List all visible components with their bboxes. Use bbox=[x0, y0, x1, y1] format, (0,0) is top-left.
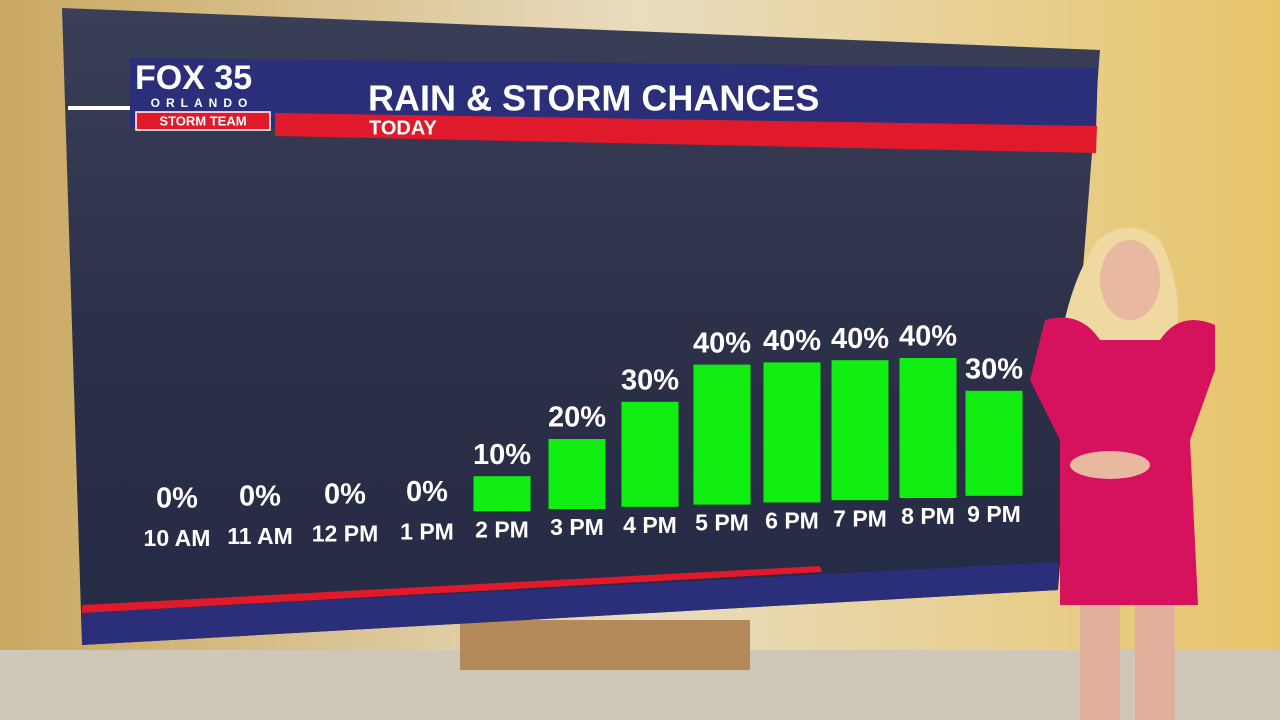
category-label: 5 PM bbox=[695, 510, 749, 536]
category-label: 6 PM bbox=[765, 507, 819, 533]
presenter-face bbox=[1100, 240, 1160, 320]
logo-badge bbox=[135, 111, 271, 131]
value-label: 40% bbox=[831, 323, 889, 355]
value-label: 10% bbox=[473, 439, 531, 471]
logo-city: ORLANDO bbox=[151, 96, 254, 110]
category-label: 3 PM bbox=[550, 514, 604, 540]
wood-panel bbox=[460, 620, 750, 670]
bar bbox=[763, 362, 821, 503]
bottom-stripe bbox=[82, 566, 822, 613]
chart-title: RAIN & STORM CHANCES bbox=[368, 78, 819, 119]
presenter-hands bbox=[1070, 451, 1150, 479]
logo-team: STORM TEAM bbox=[159, 113, 246, 128]
bar bbox=[831, 360, 889, 501]
value-label: 40% bbox=[763, 325, 821, 357]
category-label: 9 PM bbox=[967, 501, 1021, 527]
bar bbox=[621, 401, 679, 507]
category-label: 4 PM bbox=[623, 512, 677, 538]
category-label: 7 PM bbox=[833, 505, 887, 531]
subtitle-bar bbox=[275, 113, 1097, 153]
title-bar bbox=[130, 58, 1098, 130]
value-label: 0% bbox=[406, 476, 448, 508]
category-label: 12 PM bbox=[312, 521, 378, 547]
category-label: 10 AM bbox=[144, 525, 211, 551]
value-label: 20% bbox=[548, 402, 606, 434]
category-label: 8 PM bbox=[901, 503, 955, 529]
bar bbox=[548, 439, 606, 509]
bar bbox=[693, 364, 751, 505]
value-label: 0% bbox=[156, 483, 198, 515]
presenter bbox=[1030, 227, 1215, 720]
category-label: 2 PM bbox=[475, 516, 529, 542]
category-label: 1 PM bbox=[400, 518, 454, 544]
bar bbox=[965, 390, 1023, 496]
bottom-bar bbox=[82, 562, 1058, 645]
value-label: 40% bbox=[693, 327, 751, 359]
value-label: 0% bbox=[324, 478, 366, 510]
bar-chart: 0% 10 AM 0% 11 AM 0% 12 PM 0% 1 PM 10% 2 PM 20% 3 P… bbox=[144, 321, 1024, 551]
bar bbox=[473, 476, 531, 512]
bar bbox=[899, 358, 957, 498]
chart-subtitle: TODAY bbox=[369, 117, 437, 139]
presenter-leg bbox=[1080, 605, 1120, 720]
presenter-leg bbox=[1135, 605, 1175, 720]
category-label: 11 AM bbox=[227, 523, 293, 549]
value-label: 30% bbox=[621, 364, 679, 396]
value-label: 0% bbox=[239, 480, 281, 512]
logo-brand: FOX 35 bbox=[135, 59, 252, 97]
value-label: 40% bbox=[899, 321, 957, 353]
value-label: 30% bbox=[965, 353, 1023, 385]
accent-line bbox=[68, 106, 130, 110]
